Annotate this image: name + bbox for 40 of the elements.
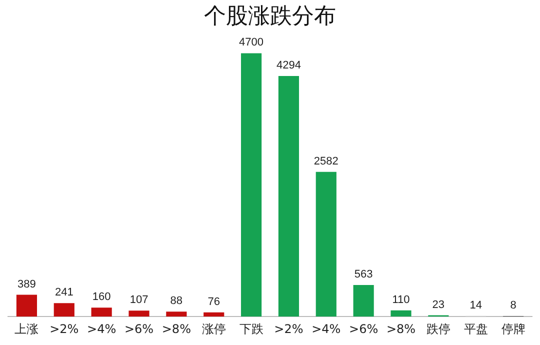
bar [128,310,150,317]
data-label: 23 [432,298,445,311]
x-tick-label: >6% [349,322,378,336]
data-label: 563 [354,268,373,281]
x-tick-label: 停牌 [501,322,526,336]
chart-title: 个股涨跌分布 [204,4,336,29]
x-tick-label: 下跌 [239,322,264,336]
bar [204,312,224,317]
bar [240,53,262,317]
x-tick-label: >2% [50,322,79,336]
x-tick-label: 平盘 [464,322,488,336]
data-label: 2582 [314,155,338,168]
bar [390,310,412,317]
data-label: 14 [470,299,482,312]
data-label: 4700 [239,36,264,49]
x-tick-label: >8% [162,322,191,336]
data-label: 88 [170,295,183,308]
bar [54,303,74,317]
data-label: 107 [130,294,148,306]
data-label: 241 [54,286,74,299]
x-tick-label: >8% [386,322,416,336]
bar [353,285,374,317]
bar [278,76,300,317]
bar [316,172,336,317]
data-label: 110 [392,294,410,306]
x-tick-label: 跌停 [426,322,450,336]
data-label: 4294 [276,59,301,72]
x-tick-label: >2% [274,322,304,336]
bar [166,312,187,317]
bar [91,308,112,317]
x-tick-label: >6% [124,322,154,336]
x-tick-label: 上涨 [14,322,39,336]
data-label: 76 [208,296,220,308]
data-label: 160 [92,291,111,304]
x-tick-label: 涨停 [202,322,226,336]
x-tick-label: >4% [312,322,341,336]
x-tick-label: >4% [87,322,116,336]
bar [16,294,38,317]
data-label: 389 [18,278,36,290]
data-label: 8 [510,300,516,312]
